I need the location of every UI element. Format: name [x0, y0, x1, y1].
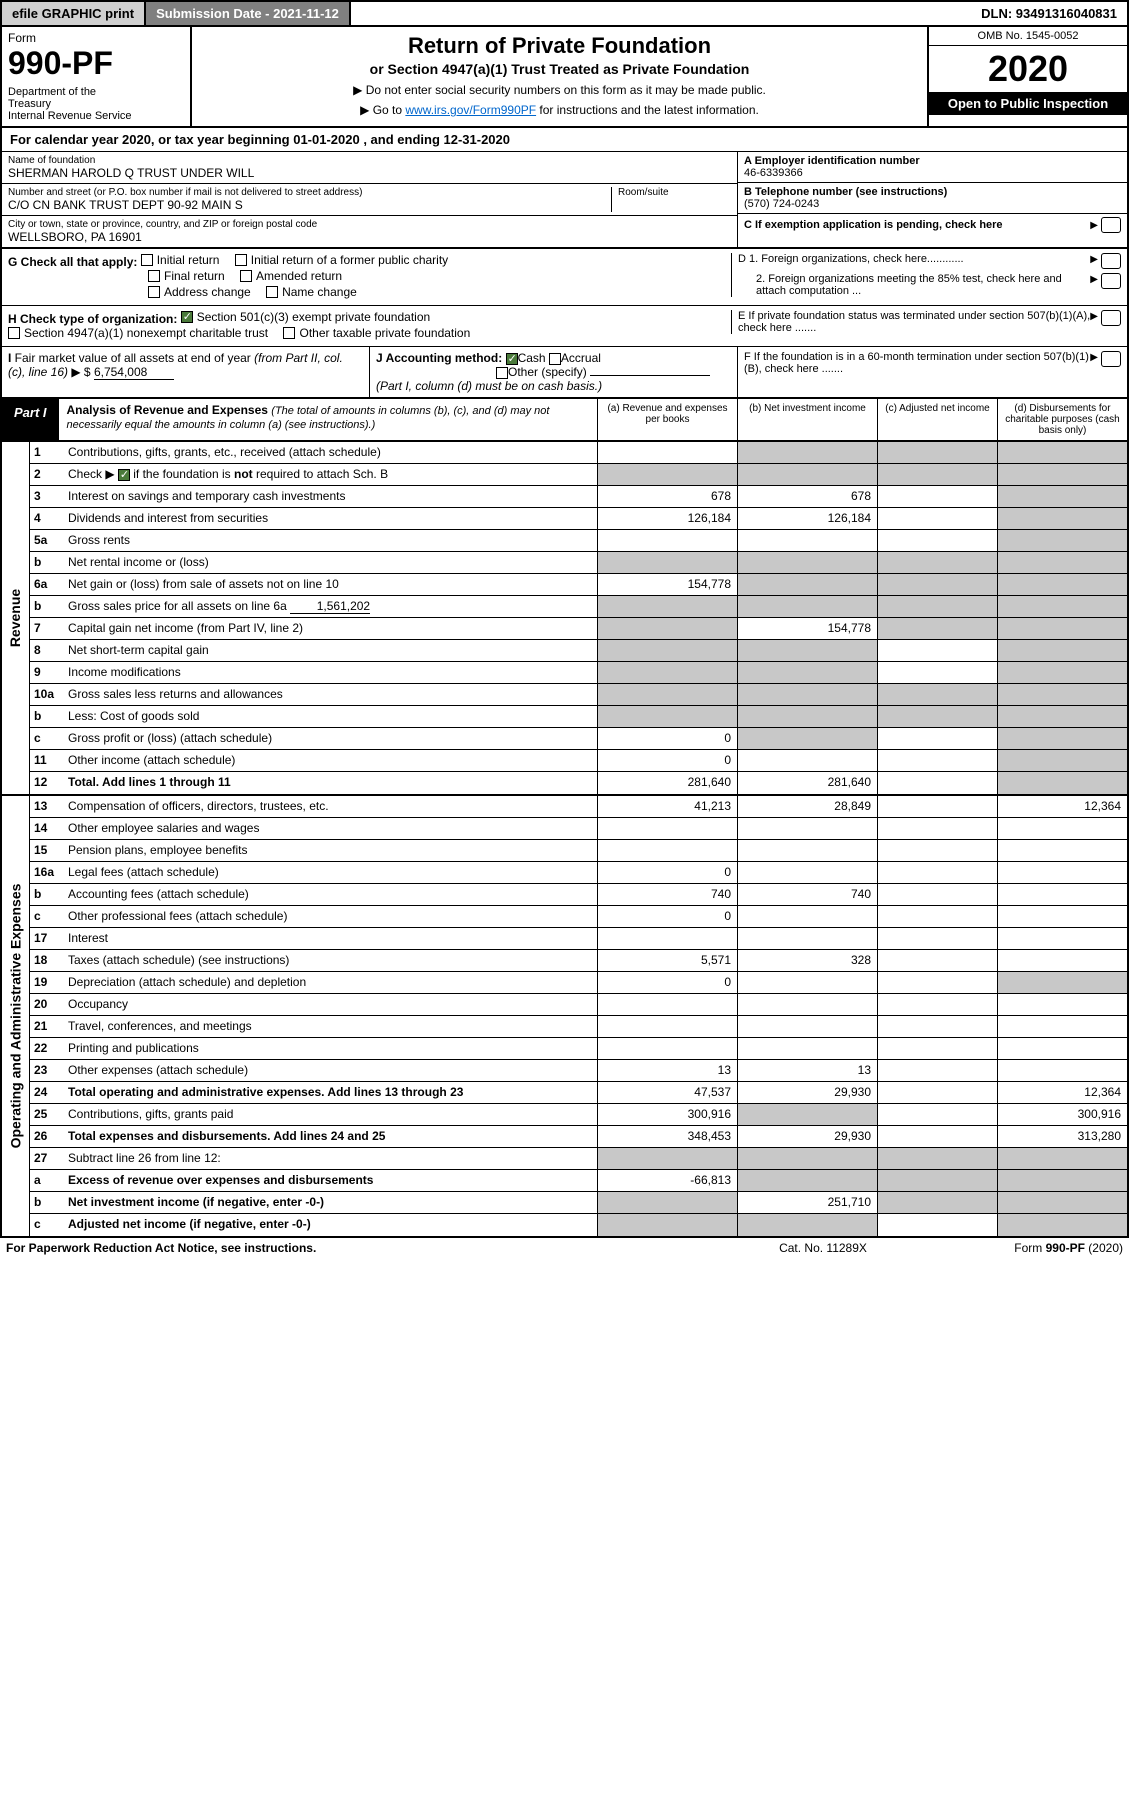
room-label: Room/suite	[618, 187, 731, 198]
phone-label: B Telephone number (see instructions)	[744, 186, 1121, 198]
revenue-table: Revenue 1Contributions, gifts, grants, e…	[0, 442, 1129, 796]
d1-checkbox[interactable]	[1101, 253, 1121, 269]
e-checkbox[interactable]	[1101, 310, 1121, 326]
g-initial-former-checkbox[interactable]	[235, 254, 247, 266]
form-word: Form	[8, 31, 184, 45]
street-address: C/O CN BANK TRUST DEPT 90-92 MAIN S	[8, 198, 611, 212]
j-label: J Accounting method:	[376, 351, 502, 365]
paperwork-notice: For Paperwork Reduction Act Notice, see …	[6, 1241, 723, 1255]
omb-number: OMB No. 1545-0052	[929, 27, 1127, 46]
form-note2: ▶ Go to www.irs.gov/Form990PF for instru…	[198, 103, 921, 117]
top-bar: efile GRAPHIC print Submission Date - 20…	[0, 0, 1129, 27]
form-header: Form 990-PF Department of theTreasuryInt…	[0, 27, 1129, 128]
ij-row: I Fair market value of all assets at end…	[0, 347, 1129, 399]
h-other-taxable-checkbox[interactable]	[283, 327, 295, 339]
catalog-number: Cat. No. 11289X	[723, 1241, 923, 1255]
g-name-change-checkbox[interactable]	[266, 286, 278, 298]
ein-label: A Employer identification number	[744, 155, 1121, 167]
foundation-info: Name of foundation SHERMAN HAROLD Q TRUS…	[0, 152, 1129, 249]
j-other-checkbox[interactable]	[496, 367, 508, 379]
d2-checkbox[interactable]	[1101, 273, 1121, 289]
part1-label: Part I	[2, 399, 59, 440]
col-a-header: (a) Revenue and expenses per books	[597, 399, 737, 440]
g-address-change-checkbox[interactable]	[148, 286, 160, 298]
c-exemption-label: C If exemption application is pending, c…	[744, 219, 1090, 231]
j-cash-checkbox[interactable]	[506, 353, 518, 365]
tax-year: 2020	[929, 46, 1127, 92]
line2-checkbox[interactable]	[118, 469, 130, 481]
name-label: Name of foundation	[8, 155, 731, 166]
dept-label: Department of theTreasuryInternal Revenu…	[8, 86, 184, 122]
expenses-table: Operating and Administrative Expenses 13…	[0, 796, 1129, 1238]
foundation-name: SHERMAN HAROLD Q TRUST UNDER WILL	[8, 166, 731, 180]
phone-value: (570) 724-0243	[744, 198, 1121, 210]
city-label: City or town, state or province, country…	[8, 219, 731, 230]
f-label: F If the foundation is in a 60-month ter…	[744, 351, 1090, 393]
col-b-header: (b) Net investment income	[737, 399, 877, 440]
h-4947-checkbox[interactable]	[8, 327, 20, 339]
d1-label: D 1. Foreign organizations, check here..…	[738, 253, 1090, 269]
dln-label: DLN: 93491316040831	[971, 2, 1127, 25]
instructions-link[interactable]: www.irs.gov/Form990PF	[405, 103, 536, 117]
form-title: Return of Private Foundation	[198, 33, 921, 59]
h-501c3-checkbox[interactable]	[181, 311, 193, 323]
g-label: G Check all that apply:	[8, 255, 137, 269]
g-check-row: G Check all that apply: Initial return I…	[0, 249, 1129, 306]
ein-value: 46-6339366	[744, 167, 1121, 179]
expenses-side-label: Operating and Administrative Expenses	[2, 796, 30, 1236]
efile-print-button[interactable]: efile GRAPHIC print	[2, 2, 146, 25]
form-number: 990-PF	[8, 45, 184, 82]
h-label: H Check type of organization:	[8, 312, 177, 326]
calendar-year: For calendar year 2020, or tax year begi…	[0, 128, 1129, 152]
c-checkbox[interactable]	[1101, 217, 1121, 233]
part1-header: Part I Analysis of Revenue and Expenses …	[0, 399, 1129, 442]
i-value: 6,754,008	[94, 365, 174, 380]
page-footer: For Paperwork Reduction Act Notice, see …	[0, 1238, 1129, 1258]
col-c-header: (c) Adjusted net income	[877, 399, 997, 440]
form-subtitle: or Section 4947(a)(1) Trust Treated as P…	[198, 61, 921, 77]
g-initial-return-checkbox[interactable]	[141, 254, 153, 266]
e-label: E If private foundation status was termi…	[738, 310, 1090, 334]
f-checkbox[interactable]	[1101, 351, 1121, 367]
form-footer: Form 990-PF (2020)	[923, 1241, 1123, 1255]
d2-label: 2. Foreign organizations meeting the 85%…	[738, 273, 1090, 297]
i-label: I Fair market value of all assets at end…	[8, 351, 343, 379]
j-accrual-checkbox[interactable]	[549, 353, 561, 365]
open-inspection: Open to Public Inspection	[929, 92, 1127, 115]
g-amended-checkbox[interactable]	[240, 270, 252, 282]
address-label: Number and street (or P.O. box number if…	[8, 187, 611, 198]
h-check-row: H Check type of organization: Section 50…	[0, 306, 1129, 347]
col-d-header: (d) Disbursements for charitable purpose…	[997, 399, 1127, 440]
city-state-zip: WELLSBORO, PA 16901	[8, 230, 731, 244]
part1-title: Analysis of Revenue and Expenses	[67, 403, 268, 417]
revenue-side-label: Revenue	[2, 442, 30, 794]
g-final-return-checkbox[interactable]	[148, 270, 160, 282]
form-note1: ▶ Do not enter social security numbers o…	[198, 83, 921, 97]
j-note: (Part I, column (d) must be on cash basi…	[376, 379, 602, 393]
submission-date: Submission Date - 2021-11-12	[146, 2, 351, 25]
